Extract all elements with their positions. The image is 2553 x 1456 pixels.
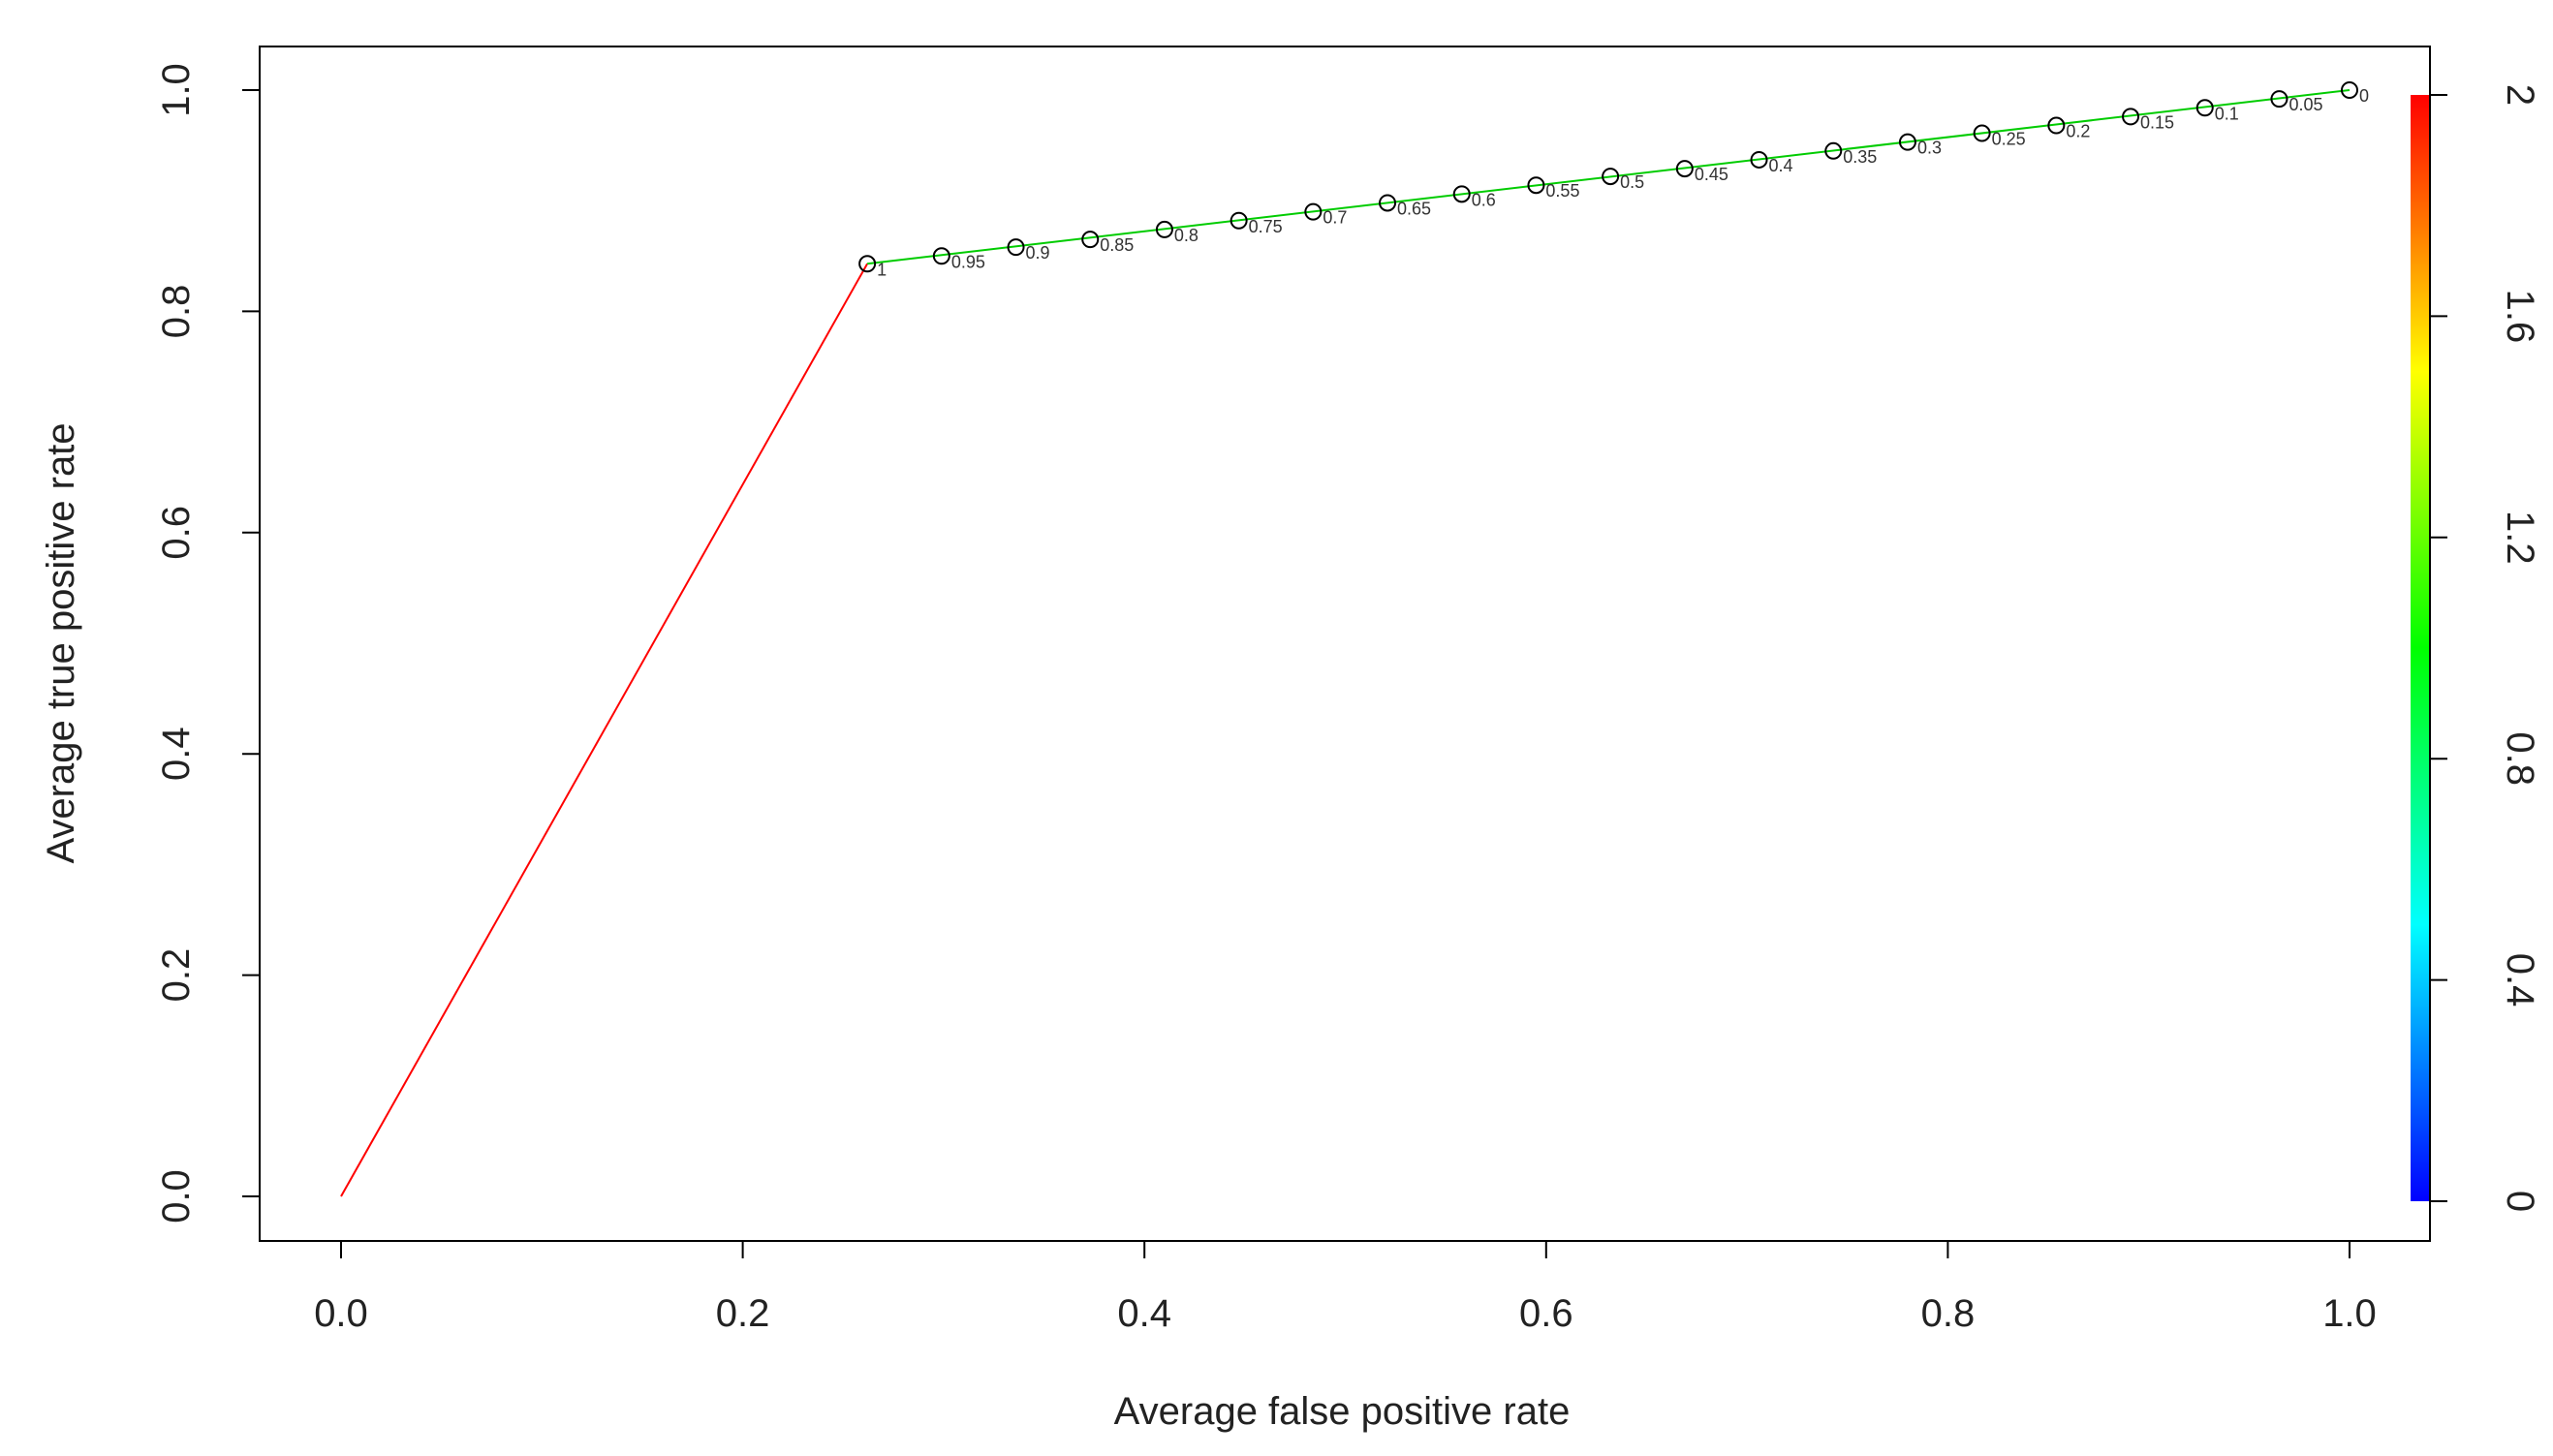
data-point-label: 0.85 bbox=[1100, 235, 1134, 255]
y-tick-label: 0.8 bbox=[155, 285, 198, 339]
data-point-label: 0.5 bbox=[1620, 172, 1644, 192]
data-point-label: 0.95 bbox=[951, 252, 985, 271]
x-tick-label: 0.4 bbox=[1117, 1292, 1171, 1335]
data-point bbox=[1602, 168, 1620, 186]
y-tick-label: 0.0 bbox=[155, 1169, 198, 1224]
y-tick-label: 1.0 bbox=[155, 63, 198, 117]
data-point-label: 0.3 bbox=[1917, 139, 1942, 158]
data-point-label: 0 bbox=[2359, 86, 2369, 106]
roc-curve-segment bbox=[340, 263, 868, 1197]
data-point bbox=[1081, 231, 1100, 249]
data-point-label: 1 bbox=[877, 260, 887, 279]
data-point bbox=[1452, 185, 1471, 203]
data-point-label: 0.25 bbox=[1992, 130, 2026, 149]
data-point-label: 0.6 bbox=[1472, 190, 1496, 209]
markers-layer: 1 0.95 0.9 0.85 0.8 0.75 0.7 0.65 0.6 0.55 0.5 0.45… bbox=[858, 81, 2369, 279]
data-point-label: 0.4 bbox=[1769, 156, 1793, 175]
y-tick-label: 0.4 bbox=[155, 727, 198, 781]
data-point bbox=[1973, 124, 1991, 142]
y-axis: 0.0 0.2 0.4 0.6 0.8 1.0 bbox=[155, 63, 261, 1224]
data-point bbox=[1304, 202, 1323, 221]
y-axis-title: Average true positive rate bbox=[40, 422, 82, 863]
x-axis: 0.0 0.2 0.4 0.6 0.8 1.0 bbox=[314, 1240, 2377, 1335]
data-point bbox=[2270, 90, 2288, 108]
y-tick-label: 0.6 bbox=[155, 506, 198, 560]
x-tick-label: 0.2 bbox=[716, 1292, 770, 1335]
data-point-label: 0.8 bbox=[1174, 226, 1199, 245]
data-point-label: 0.05 bbox=[2288, 95, 2322, 114]
data-point-label: 0.1 bbox=[2215, 104, 2239, 123]
colorbar-tick-label: 0 bbox=[2499, 1191, 2541, 1212]
data-point-label: 0.75 bbox=[1249, 217, 1283, 236]
colorbar: 0 0.4 0.8 1.2 1.6 2 bbox=[2411, 84, 2541, 1212]
data-point-label: 0.45 bbox=[1695, 165, 1728, 184]
data-point bbox=[858, 255, 877, 273]
data-point bbox=[1379, 194, 1397, 212]
data-point bbox=[1527, 176, 1545, 195]
x-tick-label: 0.6 bbox=[1519, 1292, 1573, 1335]
data-point bbox=[2195, 99, 2214, 117]
series-layer bbox=[340, 89, 2351, 1197]
colorbar-tick-label: 2 bbox=[2499, 84, 2541, 106]
colorbar-gradient bbox=[2411, 95, 2430, 1201]
data-point bbox=[2341, 81, 2358, 99]
roc-curve-segment bbox=[867, 89, 2351, 265]
data-point bbox=[2122, 108, 2140, 126]
data-point bbox=[2047, 116, 2066, 135]
colorbar-tick-label: 0.8 bbox=[2499, 731, 2541, 786]
colorbar-tick-label: 0.4 bbox=[2499, 953, 2541, 1007]
x-tick-label: 1.0 bbox=[2322, 1292, 2377, 1335]
x-axis-title: Average false positive rate bbox=[1114, 1390, 1571, 1433]
data-point bbox=[1675, 160, 1694, 178]
data-point-label: 0.65 bbox=[1397, 199, 1431, 218]
data-point-label: 0.15 bbox=[2140, 112, 2174, 132]
data-point bbox=[1750, 150, 1768, 169]
x-tick-label: 0.8 bbox=[1921, 1292, 1976, 1335]
data-point bbox=[1007, 238, 1025, 257]
data-point bbox=[1230, 211, 1248, 230]
data-point bbox=[1824, 141, 1843, 160]
y-tick-label: 0.2 bbox=[155, 948, 198, 1003]
colorbar-tick-label: 1.6 bbox=[2499, 290, 2541, 344]
data-point-label: 0.55 bbox=[1545, 181, 1579, 201]
data-point-label: 0.9 bbox=[1026, 243, 1050, 263]
colorbar-tick-label: 1.2 bbox=[2499, 511, 2541, 565]
x-tick-label: 0.0 bbox=[314, 1292, 368, 1335]
data-point-label: 0.7 bbox=[1323, 208, 1347, 228]
data-point bbox=[1155, 220, 1173, 238]
data-point bbox=[1898, 133, 1916, 151]
data-point-label: 0.2 bbox=[2066, 122, 2090, 141]
data-point-label: 0.35 bbox=[1843, 147, 1877, 167]
data-point bbox=[932, 247, 950, 265]
